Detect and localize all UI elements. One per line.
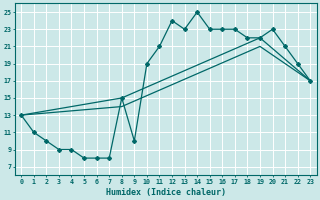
X-axis label: Humidex (Indice chaleur): Humidex (Indice chaleur) bbox=[106, 188, 226, 197]
